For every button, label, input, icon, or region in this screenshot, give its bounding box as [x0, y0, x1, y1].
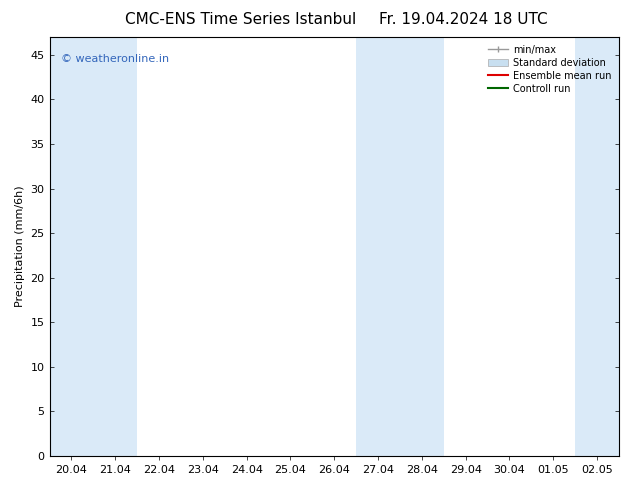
Text: © weatheronline.in: © weatheronline.in — [61, 54, 169, 64]
Y-axis label: Precipitation (mm/6h): Precipitation (mm/6h) — [15, 186, 25, 307]
Bar — [356, 37, 444, 456]
Legend: min/max, Standard deviation, Ensemble mean run, Controll run: min/max, Standard deviation, Ensemble me… — [486, 42, 614, 97]
Bar — [575, 37, 632, 456]
Text: Fr. 19.04.2024 18 UTC: Fr. 19.04.2024 18 UTC — [378, 12, 547, 27]
Bar — [49, 37, 93, 456]
Text: CMC-ENS Time Series Istanbul: CMC-ENS Time Series Istanbul — [126, 12, 356, 27]
Bar — [93, 37, 137, 456]
